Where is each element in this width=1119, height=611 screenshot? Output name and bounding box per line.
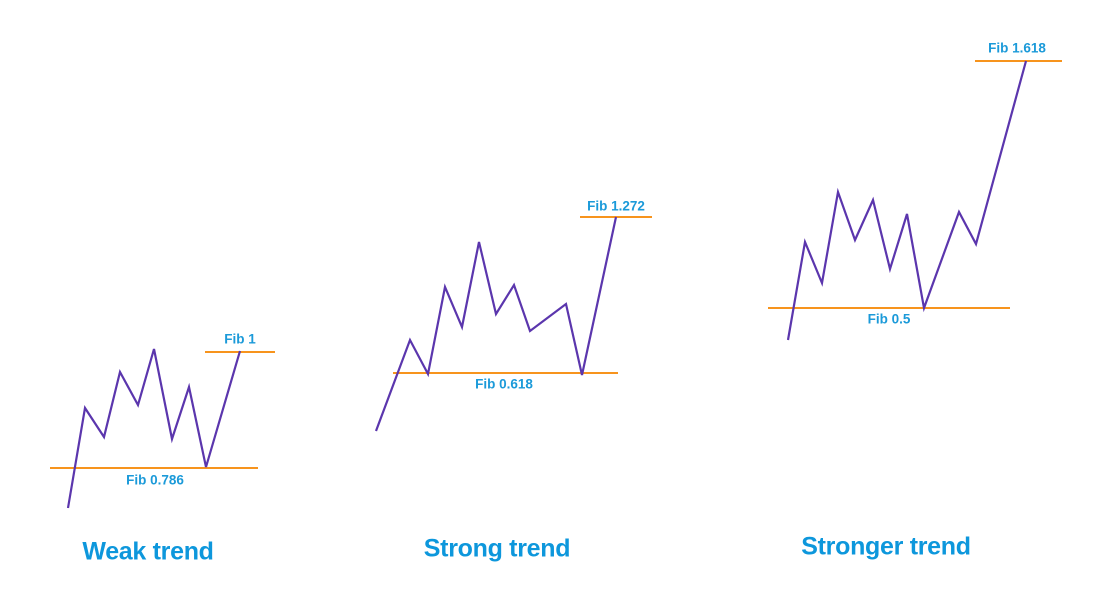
panel-weak: Fib 0.786 Fib 1 Weak trend xyxy=(50,332,275,566)
panel-title: Strong trend xyxy=(424,535,570,563)
target-label: Fib 1.272 xyxy=(587,199,645,214)
target-label: Fib 1 xyxy=(224,332,256,347)
support-label: Fib 0.618 xyxy=(475,377,533,392)
price-path xyxy=(786,60,1028,341)
price-path xyxy=(374,216,618,432)
panel-title: Stronger trend xyxy=(801,533,970,561)
support-label: Fib 0.5 xyxy=(868,312,911,327)
panel-stronger: Fib 0.5 Fib 1.618 Stronger trend xyxy=(768,41,1062,561)
price-path xyxy=(66,348,242,509)
support-label: Fib 0.786 xyxy=(126,473,184,488)
target-label: Fib 1.618 xyxy=(988,41,1046,56)
panel-strong: Fib 0.618 Fib 1.272 Strong trend xyxy=(374,199,652,563)
panel-title: Weak trend xyxy=(82,538,213,566)
